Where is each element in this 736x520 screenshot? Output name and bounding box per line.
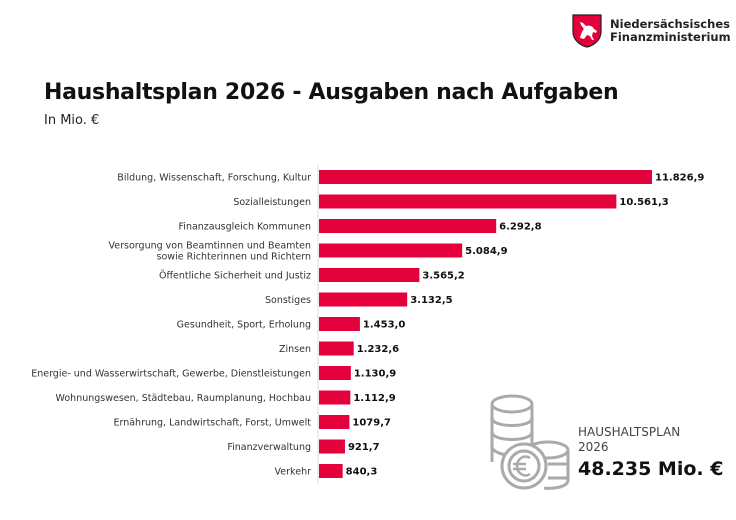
total-summary: HAUSHALTSPLAN 2026 48.235 Mio. €: [578, 425, 723, 480]
chart-title: Haushaltsplan 2026 - Ausgaben nach Aufga…: [44, 80, 619, 105]
category-label: Öffentliche Sicherheit und Justiz: [159, 271, 311, 282]
ministry-logo: Niedersächsisches Finanzministerium: [572, 14, 731, 48]
data-label: 10.561,3: [619, 197, 668, 208]
bar: [319, 219, 497, 233]
bar: [319, 194, 617, 209]
bar: [319, 317, 360, 331]
bar: [319, 170, 652, 184]
data-label: 3.132,5: [410, 295, 452, 306]
category-label: sowie Richterinnen und Richtern: [157, 252, 311, 263]
logo-line2: Finanzministerium: [610, 30, 731, 44]
category-label: Finanzverwaltung: [227, 442, 311, 453]
coins-euro-icon: [490, 394, 570, 490]
logo-line1: Niedersächsisches: [610, 17, 730, 31]
bar: [319, 268, 420, 282]
bar: [319, 366, 351, 380]
bar: [319, 415, 350, 429]
total-value: 48.235 Mio. €: [578, 458, 724, 480]
category-label: Ernährung, Landwirtschaft, Forst, Umwelt: [113, 418, 311, 429]
data-label: 1.232,6: [357, 344, 399, 355]
lower-saxony-shield-icon: [572, 14, 602, 48]
category-label: Verkehr: [275, 467, 312, 478]
bar: [319, 464, 343, 478]
category-label: Energie- und Wasserwirtschaft, Gewerbe, …: [31, 369, 311, 380]
data-label: 6.292,8: [499, 222, 541, 233]
bar: [319, 390, 351, 405]
chart-subtitle: In Mio. €: [44, 113, 100, 128]
data-label: 3.565,2: [422, 271, 464, 282]
data-label: 1.453,0: [363, 320, 405, 331]
category-label: Bildung, Wissenschaft, Forschung, Kultur: [117, 173, 311, 184]
category-label: Sonstiges: [265, 295, 311, 306]
category-label: Gesundheit, Sport, Erholung: [177, 320, 311, 331]
data-label: 840,3: [346, 467, 378, 478]
data-label: 5.084,9: [465, 246, 507, 257]
bar: [319, 341, 354, 356]
category-label: Versorgung von Beamtinnen und Beamten: [109, 241, 311, 252]
data-label: 1.130,9: [354, 369, 396, 380]
data-label: 1079,7: [352, 418, 391, 429]
category-label: Sozialleistungen: [233, 197, 311, 208]
category-label: Finanzausgleich Kommunen: [179, 222, 311, 233]
data-label: 11.826,9: [655, 173, 704, 184]
total-label: HAUSHALTSPLAN: [578, 425, 681, 439]
bar: [319, 439, 345, 454]
data-label: 1.112,9: [353, 393, 395, 404]
category-label: Zinsen: [279, 344, 311, 355]
bar: [319, 292, 408, 307]
category-label: Wohnungswesen, Städtebau, Raumplanung, H…: [56, 393, 311, 404]
bar: [319, 243, 463, 258]
total-year: 2026: [578, 440, 609, 454]
data-label: 921,7: [348, 442, 380, 453]
